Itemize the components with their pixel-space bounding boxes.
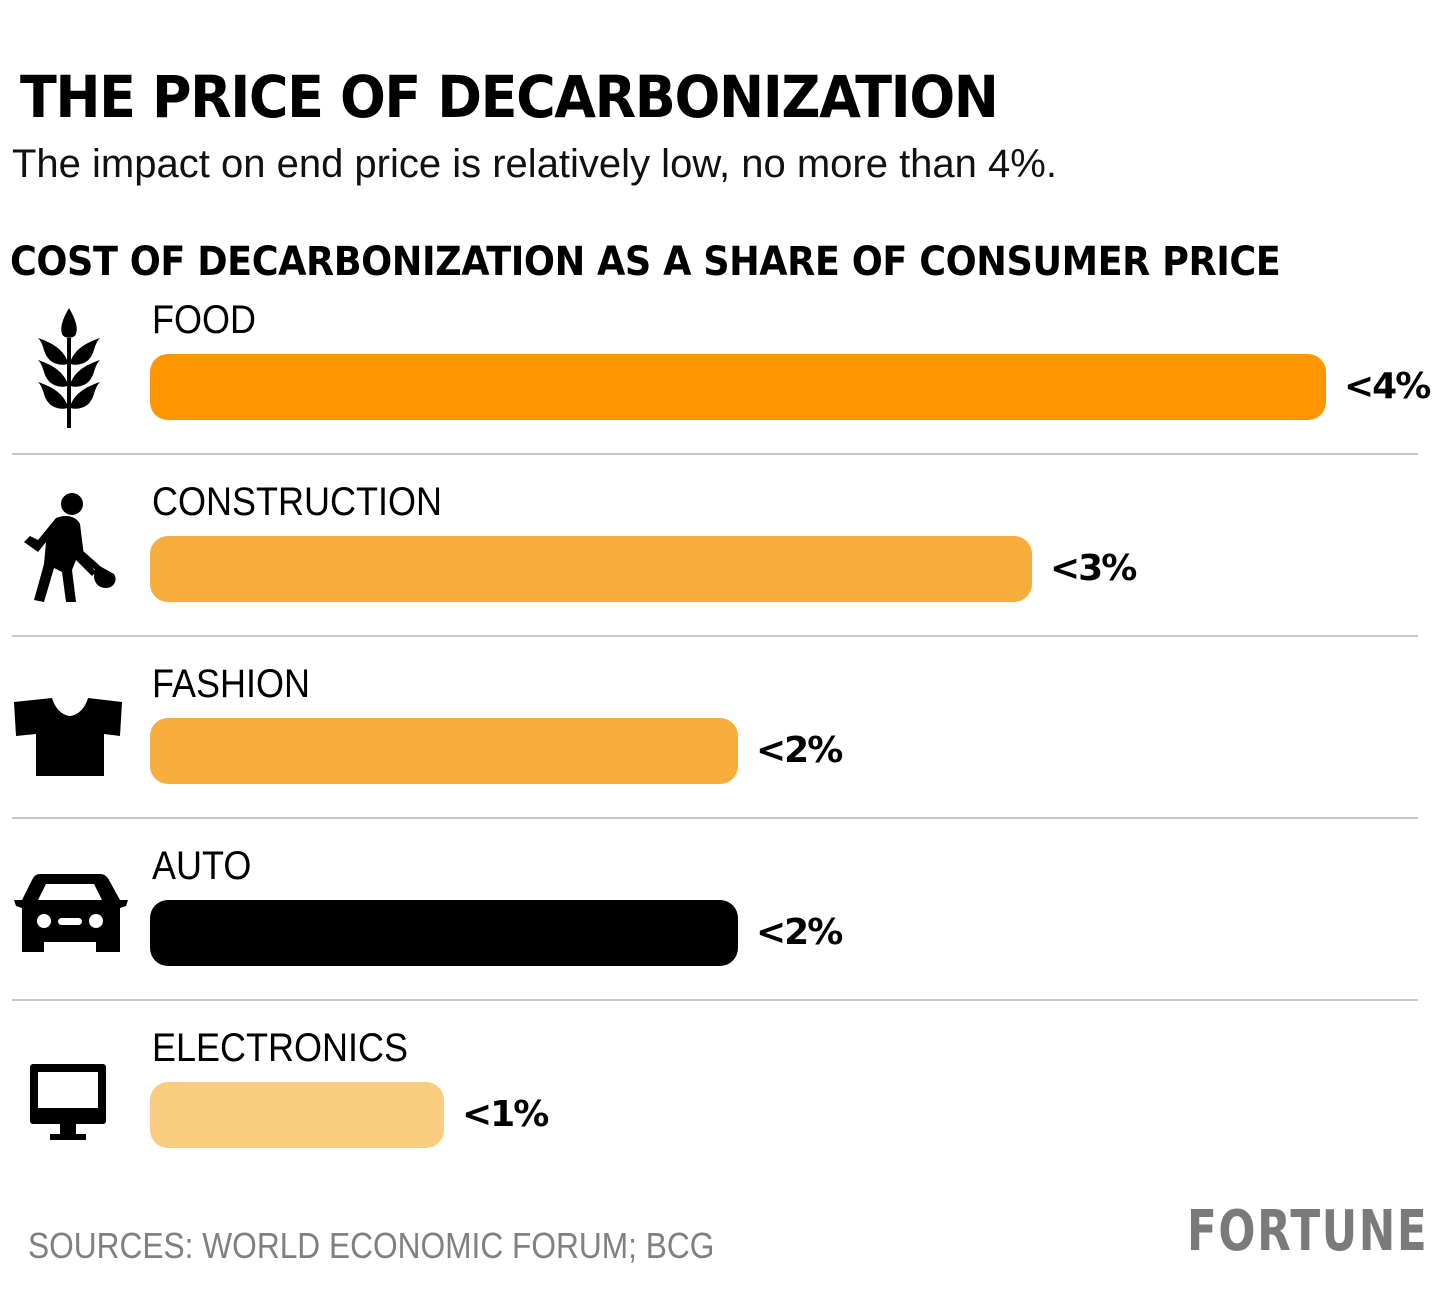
bar-value-label: <2% — [756, 912, 843, 953]
bar-row: ELECTRONICS <1% — [0, 1024, 1440, 1206]
fortune-logo: FORTUNE — [1186, 1199, 1428, 1264]
monitor-icon — [10, 1036, 130, 1156]
bar — [150, 354, 1326, 420]
source-note: SOURCES: WORLD ECONOMIC FORUM; BCG — [28, 1225, 715, 1266]
bar-row: CONSTRUCTION <3% — [0, 478, 1440, 660]
bar — [150, 900, 738, 966]
category-label: FASHION — [152, 662, 311, 706]
category-label: CONSTRUCTION — [152, 480, 442, 524]
chart-title: COST OF DECARBONIZATION AS A SHARE OF CO… — [10, 239, 1281, 285]
bar-value-label: <2% — [756, 730, 843, 771]
category-label: AUTO — [152, 844, 252, 888]
bar-row: FASHION <2% — [0, 660, 1440, 842]
bar-row: FOOD <4% — [0, 296, 1440, 478]
bar — [150, 536, 1032, 602]
car-icon — [10, 854, 130, 974]
wheat-icon — [10, 308, 130, 428]
bar-value-label: <3% — [1050, 548, 1137, 589]
bar — [150, 1082, 444, 1148]
bar-row: AUTO <2% — [0, 842, 1440, 1024]
t-shirt-icon — [10, 672, 130, 792]
page-title: THE PRICE OF DECARBONIZATION — [20, 63, 999, 131]
bar-value-label: <1% — [462, 1094, 549, 1135]
bar-value-label: <4% — [1344, 366, 1431, 407]
page-subtitle: The impact on end price is relatively lo… — [12, 142, 1057, 186]
category-label: ELECTRONICS — [152, 1026, 409, 1070]
bar — [150, 718, 738, 784]
construction-worker-icon — [10, 490, 130, 610]
category-label: FOOD — [152, 298, 256, 342]
row-divider — [12, 817, 1418, 819]
row-divider — [12, 635, 1418, 637]
row-divider — [12, 999, 1418, 1001]
row-divider — [12, 453, 1418, 455]
